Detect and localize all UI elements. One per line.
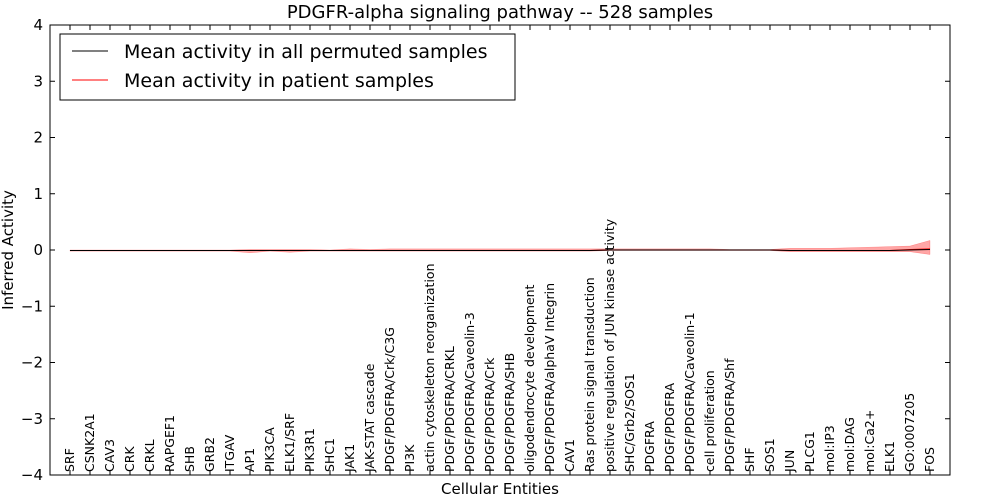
- x-tick-label: AP1: [242, 448, 257, 472]
- y-tick-label: −2: [21, 354, 43, 372]
- y-tick-label: 2: [33, 129, 43, 147]
- x-tick-label: PDGF/PDGFRA/Caveolin-1: [682, 312, 697, 472]
- x-tick-label: PLCG1: [802, 431, 817, 472]
- x-tick-label: PDGF/PDGFRA/Crk: [482, 357, 497, 472]
- x-tick-label: CRK: [122, 446, 137, 472]
- x-tick-label: PDGF/PDGFRA/CRKL: [442, 346, 457, 472]
- y-tick-label: 1: [33, 185, 43, 203]
- x-tick-label: CRKL: [142, 439, 157, 472]
- x-tick-label: SHB: [182, 446, 197, 472]
- chart-title: PDGFR-alpha signaling pathway -- 528 sam…: [287, 2, 713, 23]
- x-tick-label: PIK3R1: [302, 428, 317, 472]
- y-tick-label: 4: [33, 16, 43, 34]
- y-tick-label: 3: [33, 72, 43, 90]
- x-tick-label: PDGFRA: [642, 421, 657, 472]
- y-tick-label: −3: [21, 410, 43, 428]
- x-tick-label: PDGF/PDGFRA/Caveolin-3: [462, 312, 477, 472]
- x-tick-label: PDGF/PDGFRA/SHB: [502, 353, 517, 472]
- x-tick-label: CAV3: [102, 439, 117, 472]
- x-tick-label: Ras protein signal transduction: [582, 277, 597, 472]
- x-tick-label: PDGF/PDGFRA/Shf: [722, 358, 737, 472]
- x-tick-label: mol:IP3: [822, 425, 837, 472]
- y-axis-label: Inferred Activity: [0, 190, 17, 310]
- x-tick-label: oligodendrocyte development: [522, 284, 537, 472]
- x-tick-label: SHC1: [322, 438, 337, 472]
- x-tick-label: JAK-STAT cascade: [362, 363, 377, 473]
- x-tick-label: SRF: [62, 448, 77, 472]
- x-tick-label: JAK1: [342, 444, 357, 473]
- y-axis: −4 −3 −2 −1 0 1 2 3 4: [21, 16, 950, 484]
- x-tick-label: PIK3CA: [262, 427, 277, 472]
- x-tick-label: GO:0007205: [902, 393, 917, 472]
- y-tick-label: 0: [33, 241, 43, 259]
- x-tick-label: ELK1/SRF: [282, 413, 297, 472]
- legend-label-permuted: Mean activity in all permuted samples: [124, 41, 487, 63]
- x-tick-label: CSNK2A1: [82, 413, 97, 472]
- x-tick-label: SOS1: [762, 438, 777, 472]
- x-tick-label: FOS: [922, 447, 937, 472]
- x-tick-label: mol:DAG: [842, 417, 857, 472]
- x-tick-label: ELK1: [882, 441, 897, 472]
- x-tick-label: actin cytoskeleton reorganization: [422, 263, 437, 472]
- x-tick-label: ITGAV: [222, 434, 237, 472]
- series-line-permuted-mean: [70, 248, 931, 252]
- x-tick-label: PI3K: [402, 444, 417, 472]
- x-tick-label: PDGF/PDGFRA: [662, 383, 677, 472]
- x-tick-label: SHF: [742, 447, 757, 472]
- legend-box: [59, 33, 516, 101]
- y-tick-label: −1: [21, 297, 43, 315]
- x-tick-label: mol:Ca2+: [862, 410, 877, 472]
- x-tick-label: JUN: [782, 450, 797, 473]
- x-tick-label: PDGF/PDGFRA/Crk/C3G: [382, 327, 397, 472]
- x-tick-label: GRB2: [202, 437, 217, 472]
- x-tick-label: PDGF/PDGFRA/alphaV Integrin: [542, 283, 557, 472]
- x-tick-label: SHC/Grb2/SOS1: [622, 373, 637, 472]
- y-tick-label: −4: [21, 466, 43, 484]
- x-tick-label: CAV1: [562, 439, 577, 472]
- x-axis: SRF CSNK2A1 CAV3 CRK CRKL RAPGEF1 SHB GRB2 ITGAV…: [62, 25, 937, 475]
- plot-content: [69, 240, 931, 255]
- patient-activity-band: [69, 240, 931, 255]
- x-axis-label: Cellular Entities: [441, 480, 559, 498]
- x-tick-label: RAPGEF1: [162, 415, 177, 472]
- x-tick-label: cell proliferation: [702, 370, 717, 472]
- legend-label-patient: Mean activity in patient samples: [124, 70, 434, 92]
- x-tick-label: positive regulation of JUN kinase activi…: [602, 218, 617, 472]
- legend: Mean activity in all permuted samples Me…: [59, 33, 516, 101]
